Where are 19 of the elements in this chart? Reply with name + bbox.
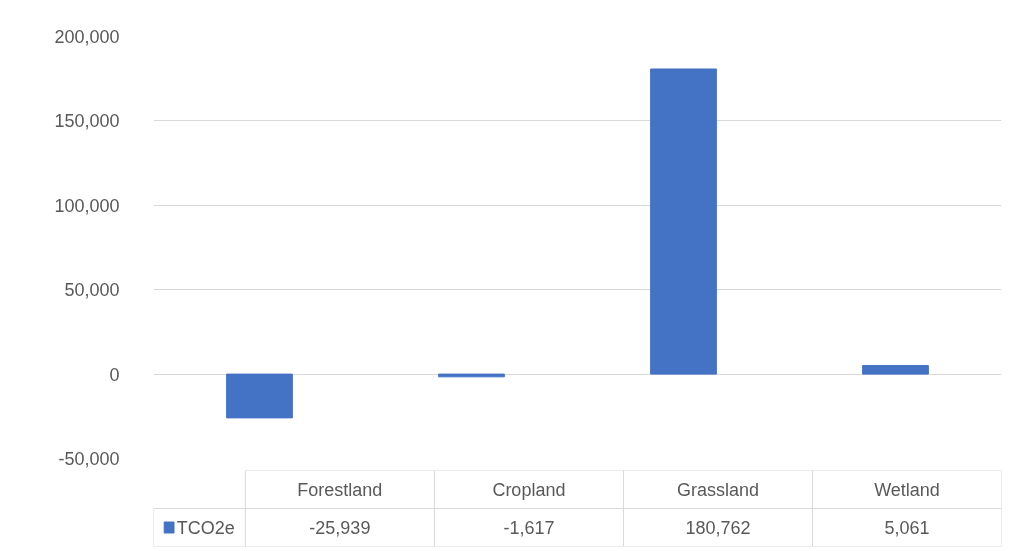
y-tick-label: 200,000 (54, 27, 120, 47)
y-tick-label: -50,000 (58, 449, 120, 469)
data-label: -25,939 (309, 518, 371, 538)
bar (862, 365, 929, 375)
data-label: 5,061 (884, 518, 930, 538)
data-label: 180,762 (685, 518, 751, 538)
y-tick-label: 0 (109, 364, 120, 385)
x-tick-label: Wetland (874, 479, 940, 500)
legend-label: TCO2e (176, 517, 235, 538)
bar (226, 373, 293, 419)
y-tick-label: 150,000 (54, 111, 120, 132)
data-label: -1,617 (503, 518, 555, 538)
bar (650, 68, 717, 375)
y-tick-label: 100,000 (54, 195, 120, 216)
y-tick-label: 50,000 (64, 280, 120, 301)
bar (438, 373, 505, 378)
x-tick-label: Forestland (297, 479, 383, 500)
x-tick-label: Cropland (492, 479, 566, 500)
x-tick-label: Grassland (676, 479, 759, 500)
